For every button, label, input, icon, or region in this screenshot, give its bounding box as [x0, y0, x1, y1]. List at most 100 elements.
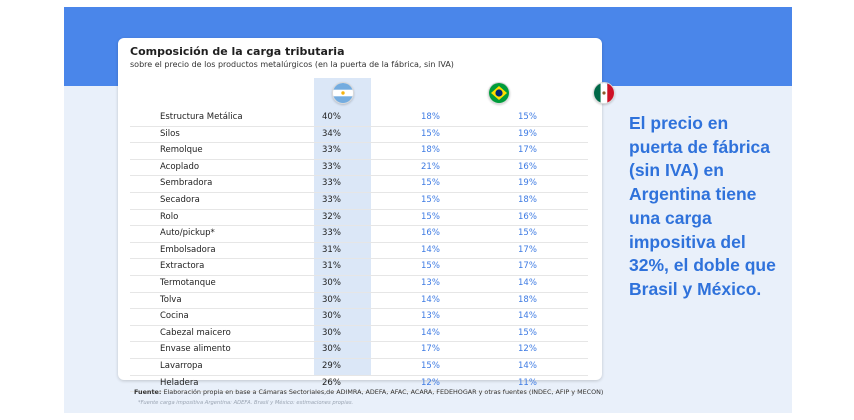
brazil-value: 16%: [421, 228, 440, 239]
product-name: Sembradora: [160, 178, 213, 189]
mexico-value: 18%: [518, 194, 537, 205]
mexico-value: 15%: [518, 327, 537, 338]
argentina-value: 30%: [322, 311, 341, 322]
brazil-value: 15%: [421, 211, 440, 222]
table-row: Envase alimento 30% 17% 12%: [130, 342, 588, 359]
product-name: Rolo: [160, 211, 179, 222]
table-row: Termotanque 30% 13% 14%: [130, 276, 588, 293]
callout-text: El precio en puerta de fábrica (sin IVA) e…: [629, 112, 792, 302]
card-title: Composición de la carga tributaria: [130, 45, 345, 58]
mexico-value: 15%: [518, 112, 537, 122]
argentina-value: 31%: [322, 261, 341, 272]
slide: Composición de la carga tributaria sobre…: [64, 7, 792, 413]
mexico-value: 17%: [518, 261, 537, 272]
table-row: Estructura Metálica 40% 18% 15%: [130, 110, 588, 127]
argentina-value: 30%: [322, 294, 341, 305]
argentina-value: 32%: [322, 211, 341, 222]
brazil-value: 13%: [421, 311, 440, 322]
mexico-value: 19%: [518, 178, 537, 189]
source-footnote: Fuente: Elaboración propia en base a Cám…: [134, 388, 603, 396]
card-subtitle: sobre el precio de los productos metalúr…: [130, 60, 454, 69]
mexico-value: 17%: [518, 244, 537, 255]
callout-line: Argentina tiene: [629, 184, 757, 205]
product-name: Heladera: [160, 377, 199, 388]
brazil-flag-icon: [488, 82, 510, 104]
table-row: Remolque 33% 18% 17%: [130, 143, 588, 160]
argentina-value: 30%: [322, 327, 341, 338]
brazil-value: 14%: [421, 244, 440, 255]
product-name: Acoplado: [160, 161, 200, 172]
product-name: Estructura Metálica: [160, 112, 243, 122]
brazil-value: 15%: [421, 128, 440, 139]
table-row: Cabezal maicero 30% 14% 15%: [130, 326, 588, 343]
product-name: Envase alimento: [160, 344, 231, 355]
callout-line: (sin IVA) en: [629, 160, 724, 181]
callout-line: Brasil y México.: [629, 278, 762, 299]
brazil-value: 12%: [421, 377, 440, 388]
product-name: Extractora: [160, 261, 205, 272]
product-name: Embolsadora: [160, 244, 216, 255]
source-label: Fuente:: [134, 388, 162, 396]
product-name: Tolva: [160, 294, 182, 305]
brazil-value: 18%: [421, 112, 440, 122]
estimation-note: *Fuente carga impositiva Argentina: ADEF…: [138, 400, 354, 406]
argentina-value: 33%: [322, 194, 341, 205]
table-row: Rolo 32% 15% 16%: [130, 210, 588, 227]
argentina-value: 30%: [322, 344, 341, 355]
brazil-value: 18%: [421, 145, 440, 156]
brazil-value: 14%: [421, 294, 440, 305]
mexico-value: 16%: [518, 161, 537, 172]
brazil-value: 15%: [421, 360, 440, 371]
argentina-value: 31%: [322, 244, 341, 255]
callout-line: puerta de fábrica: [629, 136, 771, 157]
mexico-value: 14%: [518, 360, 537, 371]
callout-line: 32%, el doble que: [629, 255, 776, 276]
product-name: Cocina: [160, 311, 189, 322]
product-name: Secadora: [160, 194, 200, 205]
mexico-value: 11%: [518, 377, 537, 388]
mexico-value: 19%: [518, 128, 537, 139]
table-row: Extractora 31% 15% 17%: [130, 259, 588, 276]
callout-line: impositiva del: [629, 231, 746, 252]
mexico-value: 14%: [518, 311, 537, 322]
argentina-value: 33%: [322, 228, 341, 239]
table-row: Lavarropa 29% 15% 14%: [130, 359, 588, 376]
tax-table-card: Composición de la carga tributaria sobre…: [118, 38, 615, 393]
mexico-value: 17%: [518, 145, 537, 156]
brazil-value: 14%: [421, 327, 440, 338]
brazil-value: 21%: [421, 161, 440, 172]
product-name: Remolque: [160, 145, 203, 156]
table-row: Secadora 33% 15% 18%: [130, 193, 588, 210]
table-row: Cocina 30% 13% 14%: [130, 309, 588, 326]
source-text: Elaboración propia en base a Cámaras Sec…: [161, 388, 604, 396]
callout-line: El precio en: [629, 113, 729, 133]
argentina-value: 33%: [322, 178, 341, 189]
table-row: Embolsadora 31% 14% 17%: [130, 243, 588, 260]
tax-table: Estructura Metálica 40% 18% 15% Silos 34% 15% 1…: [130, 110, 588, 393]
mexico-value: 12%: [518, 344, 537, 355]
brazil-value: 17%: [421, 344, 440, 355]
table-row: Heladera 26% 12% 11%: [130, 376, 588, 393]
table-row: Acoplado 33% 21% 16%: [130, 160, 588, 177]
brazil-value: 15%: [421, 261, 440, 272]
product-name: Cabezal maicero: [160, 327, 231, 338]
argentina-value: 33%: [322, 161, 341, 172]
argentina-value: 29%: [322, 360, 341, 371]
product-name: Termotanque: [160, 277, 216, 288]
table-row: Sembradora 33% 15% 19%: [130, 176, 588, 193]
table-row: Tolva 30% 14% 18%: [130, 293, 588, 310]
mexico-value: 16%: [518, 211, 537, 222]
product-name: Silos: [160, 128, 180, 139]
argentina-value: 26%: [322, 377, 341, 388]
argentina-flag-icon: [332, 82, 354, 104]
argentina-value: 33%: [322, 145, 341, 156]
table-row: Silos 34% 15% 19%: [130, 127, 588, 144]
table-row: Auto/pickup* 33% 16% 15%: [130, 226, 588, 243]
argentina-value: 34%: [322, 128, 341, 139]
argentina-value: 30%: [322, 277, 341, 288]
brazil-value: 13%: [421, 277, 440, 288]
product-name: Lavarropa: [160, 360, 203, 371]
brazil-value: 15%: [421, 178, 440, 189]
mexico-value: 18%: [518, 294, 537, 305]
mexico-value: 14%: [518, 277, 537, 288]
